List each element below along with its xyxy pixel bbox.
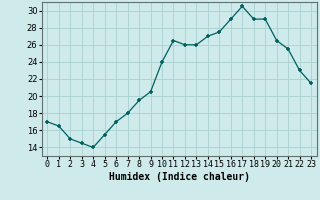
X-axis label: Humidex (Indice chaleur): Humidex (Indice chaleur)	[109, 172, 250, 182]
